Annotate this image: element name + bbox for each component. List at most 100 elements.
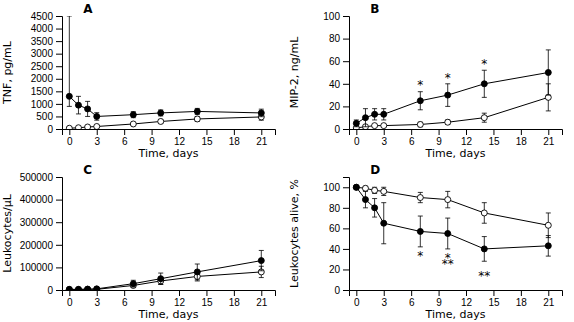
x-axis: 036912151821	[350, 290, 563, 308]
error-bar	[445, 191, 450, 207]
x-tick-mark	[152, 129, 153, 135]
y-tick: 500000	[20, 172, 62, 183]
error-bar	[381, 109, 386, 120]
error-bar	[482, 70, 487, 97]
y-axis-title: Leukocytes/μL	[1, 193, 14, 272]
point	[194, 269, 200, 275]
y-tick-label: 3000	[31, 48, 54, 59]
x-tick: 12	[174, 129, 186, 147]
point	[66, 125, 72, 129]
error-bar	[418, 192, 423, 202]
y-tick-mark	[343, 269, 349, 270]
y-tick-label: 2500	[31, 61, 54, 72]
x-tick-label: 0	[354, 297, 360, 308]
y-tick-mark	[56, 29, 62, 30]
y-axis: 020406080100	[323, 11, 349, 135]
x-tick-label: 3	[94, 136, 100, 147]
x-tick-mark	[152, 290, 153, 296]
x-tick: 6	[122, 129, 128, 147]
y-tick-mark	[343, 208, 349, 209]
y-tick-mark	[56, 222, 62, 223]
x-tick-mark	[206, 129, 207, 135]
point	[158, 110, 164, 116]
x-axis: 036912151821	[63, 290, 276, 308]
y-tick: 100	[323, 182, 349, 193]
point	[362, 185, 368, 191]
point	[85, 124, 91, 129]
point	[353, 120, 359, 126]
y-tick-label: 0	[47, 124, 53, 135]
y-tick-label: 40	[329, 79, 341, 90]
y-tick-mark	[56, 41, 62, 42]
y-axis-line	[343, 17, 350, 130]
x-tick-mark	[124, 290, 125, 296]
error-bar	[482, 113, 487, 122]
y-tick-label: 60	[329, 223, 341, 234]
x-tick-label: 12	[461, 297, 473, 308]
y-axis: 020406080100	[323, 178, 349, 296]
y-tick: 0	[334, 124, 349, 135]
error-bar	[158, 273, 163, 284]
y-tick-mark	[343, 187, 349, 188]
x-tick-mark	[69, 290, 70, 296]
x-tick: 18	[229, 290, 241, 308]
point	[258, 110, 264, 116]
error-bar	[195, 108, 200, 114]
point	[85, 286, 91, 290]
error-bar	[482, 203, 487, 224]
point	[545, 222, 551, 228]
x-tick-label: 18	[229, 297, 241, 308]
point	[481, 115, 487, 121]
series	[66, 114, 264, 129]
error-bar	[195, 116, 200, 121]
point	[372, 205, 378, 211]
x-tick: 21	[256, 290, 268, 308]
x-axis-title: Time, days	[138, 308, 199, 321]
y-tick-label: 0	[47, 285, 53, 296]
y-tick-mark	[343, 290, 349, 291]
x-tick: 18	[229, 129, 241, 147]
y-axis-line	[343, 178, 350, 291]
plot-area	[66, 250, 264, 290]
x-tick: 15	[488, 290, 500, 308]
point	[75, 125, 81, 129]
y-tick-mark	[56, 104, 62, 105]
y-tick-mark	[56, 79, 62, 80]
x-tick: 0	[354, 290, 360, 308]
y-tick-mark	[56, 177, 62, 178]
y-tick-label: 3500	[31, 36, 54, 47]
x-tick-label: 15	[201, 297, 213, 308]
y-tick-mark	[343, 16, 349, 17]
y-tick: 1500	[31, 86, 62, 97]
y-tick-mark	[56, 116, 62, 117]
point	[362, 115, 368, 121]
x-tick: 6	[122, 290, 128, 308]
point	[353, 184, 359, 190]
y-tick: 40	[329, 244, 349, 255]
x-tick-label: 21	[543, 136, 555, 147]
error-bar	[363, 191, 368, 207]
y-tick: 0	[47, 124, 62, 135]
point	[445, 231, 451, 237]
point	[372, 123, 378, 129]
point	[417, 195, 423, 201]
x-tick-label: 21	[256, 136, 268, 147]
y-tick-label: 500000	[20, 172, 54, 183]
point	[75, 102, 81, 108]
point	[66, 93, 72, 99]
point	[372, 111, 378, 117]
x-tick: 3	[94, 290, 100, 308]
line	[356, 187, 548, 225]
x-tick-mark	[521, 290, 522, 296]
point	[417, 98, 423, 104]
point	[481, 81, 487, 87]
series	[66, 250, 264, 290]
point	[445, 92, 451, 98]
error-bar	[354, 120, 359, 127]
y-tick-label: 80	[329, 203, 341, 214]
plot-area	[66, 16, 264, 129]
error-bar	[195, 264, 200, 280]
point	[94, 286, 100, 290]
x-tick-mark	[384, 129, 385, 135]
annotation: *	[417, 78, 423, 92]
